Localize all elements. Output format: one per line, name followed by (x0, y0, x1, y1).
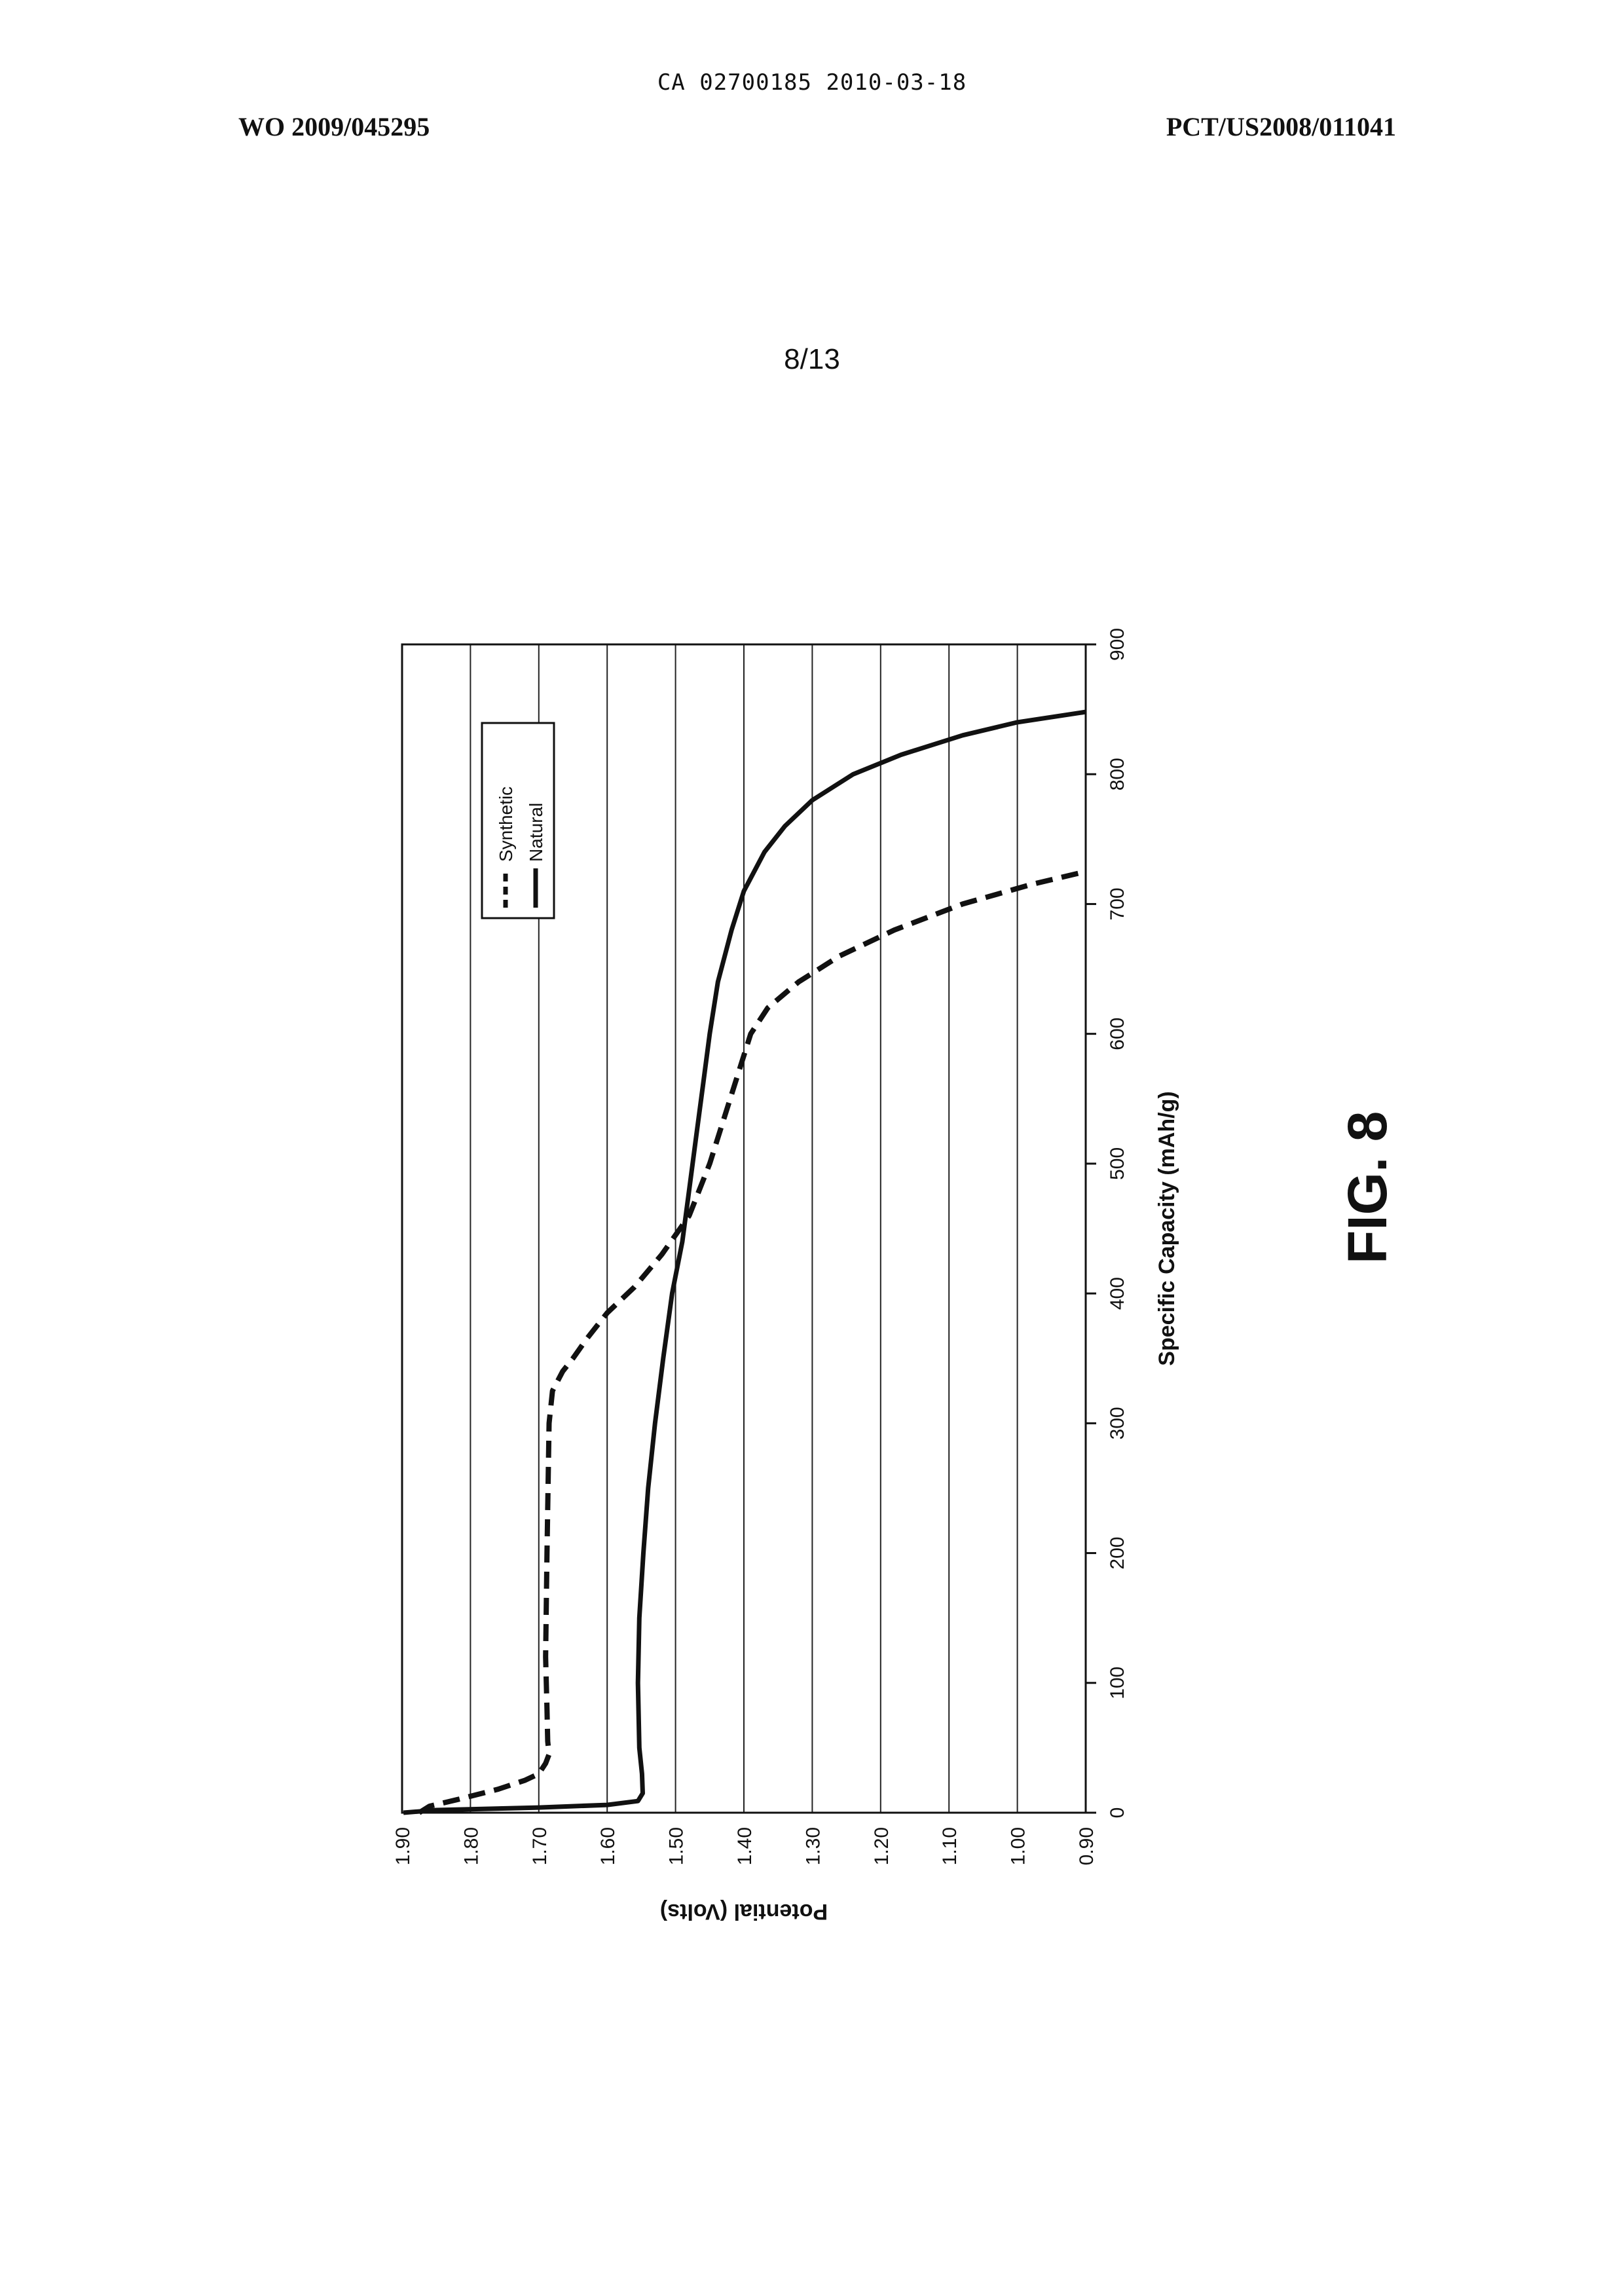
x-axis-ticks: 0 100 200 300 400 500 600 700 800 900 (1086, 628, 1128, 1818)
x-tick-label: 900 (1107, 628, 1128, 661)
figure-label: FIG. 8 (1336, 1111, 1399, 1264)
x-tick-label: 100 (1107, 1667, 1128, 1699)
x-axis-title: Specific Capacity (mAh/g) (1154, 1091, 1179, 1365)
x-tick-label: 700 (1107, 887, 1128, 920)
legend-label-synthetic: Synthetic (496, 787, 516, 862)
y-tick-label: 0.90 (1076, 1827, 1098, 1865)
x-tick-label: 300 (1107, 1407, 1128, 1439)
y-tick-label: 1.50 (666, 1827, 688, 1865)
x-tick-label: 600 (1107, 1018, 1128, 1050)
y-tick-label: 1.90 (392, 1827, 414, 1865)
y-tick-label: 1.80 (460, 1827, 482, 1865)
y-tick-label: 1.10 (939, 1827, 961, 1865)
y-tick-label: 1.30 (802, 1827, 824, 1865)
x-tick-label: 200 (1107, 1537, 1128, 1570)
series-line-synthetic (419, 872, 1086, 1813)
x-tick-label: 800 (1107, 758, 1128, 790)
y-tick-label: 1.40 (734, 1827, 756, 1865)
y-axis-ticks: 1.90 1.80 1.70 1.60 1.50 1.40 1.30 1.20 1.10 1.00… (392, 1827, 1098, 1865)
y-tick-label: 1.70 (529, 1827, 551, 1865)
legend: Synthetic Natural (482, 723, 554, 918)
y-tick-label: 1.00 (1008, 1827, 1029, 1865)
y-tick-label: 1.60 (597, 1827, 619, 1865)
x-tick-label: 0 (1107, 1807, 1128, 1819)
x-tick-label: 400 (1107, 1277, 1128, 1310)
legend-label-natural: Natural (526, 803, 546, 862)
x-tick-label: 500 (1107, 1147, 1128, 1180)
y-axis-title: Potential (Volts) (660, 1899, 828, 1924)
y-tick-label: 1.20 (871, 1827, 893, 1865)
